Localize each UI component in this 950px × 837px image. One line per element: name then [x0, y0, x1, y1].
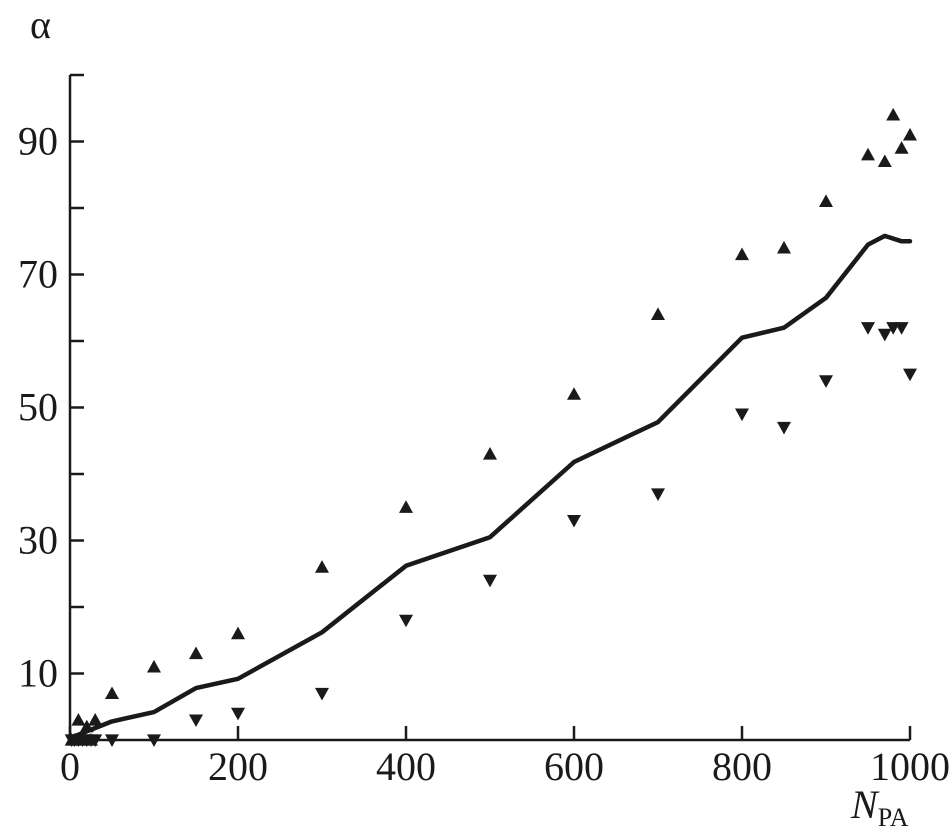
point-triangle-up	[189, 646, 203, 660]
point-triangle-up	[315, 560, 329, 573]
point-triangle-down	[88, 734, 103, 747]
point-triangle-down	[231, 707, 245, 721]
point-triangle-up	[861, 147, 875, 161]
point-triangle-down	[877, 328, 892, 342]
x-axis-title: NPA	[850, 782, 909, 832]
axes	[68, 75, 910, 742]
x-tick-label: 600	[544, 744, 604, 789]
point-triangle-down	[651, 488, 665, 501]
y-tick-label: 50	[18, 385, 58, 430]
point-triangle-up	[819, 194, 833, 207]
point-triangle-up	[735, 247, 749, 261]
point-triangle-down	[399, 614, 413, 628]
point-triangle-up	[71, 713, 86, 726]
x-tick-label: 200	[208, 744, 268, 789]
fit-line-group	[67, 233, 913, 741]
point-triangle-up	[231, 626, 245, 640]
x-axis-title-subscript: PA	[878, 803, 909, 832]
point-triangle-up	[651, 307, 665, 320]
point-triangle-up	[147, 659, 161, 673]
point-triangle-down	[567, 514, 581, 528]
point-triangle-up	[399, 500, 413, 513]
y-axis-title: α	[30, 2, 51, 47]
point-triangle-down	[903, 368, 917, 382]
point-triangle-down	[894, 322, 909, 335]
y-tick-label: 10	[18, 651, 58, 696]
ticks	[68, 73, 912, 740]
x-tick-label: 1000	[870, 744, 950, 789]
point-triangle-up	[894, 141, 909, 154]
fit-line	[67, 233, 913, 741]
point-triangle-up	[877, 154, 892, 168]
markers	[64, 107, 917, 747]
x-tick-label: 800	[712, 744, 772, 789]
point-triangle-up	[88, 713, 103, 726]
point-triangle-up	[483, 447, 497, 460]
point-triangle-down	[315, 687, 329, 701]
point-triangle-up	[903, 127, 917, 141]
point-triangle-up	[567, 387, 581, 400]
y-tick-label: 30	[18, 518, 58, 563]
tick-labels: 10 30 50 70 90 0 200 400 600 800 1000	[18, 119, 950, 790]
x-tick-label: 400	[376, 744, 436, 789]
point-triangle-up	[79, 719, 94, 733]
y-tick-label: 70	[18, 252, 58, 297]
x-axis-title-main: N	[850, 782, 880, 827]
point-triangle-up	[105, 686, 119, 700]
x-tick-label: 0	[60, 744, 80, 789]
point-triangle-down	[735, 408, 749, 422]
point-triangle-down	[483, 574, 497, 588]
point-triangle-down	[819, 375, 833, 388]
point-triangle-down	[189, 714, 203, 728]
point-triangle-up	[777, 240, 791, 254]
point-triangle-down	[147, 734, 161, 747]
point-triangle-down	[861, 322, 875, 335]
point-triangle-up	[886, 107, 901, 121]
point-triangle-down	[777, 421, 791, 435]
point-triangle-down	[105, 734, 119, 747]
y-tick-label: 90	[18, 119, 58, 164]
